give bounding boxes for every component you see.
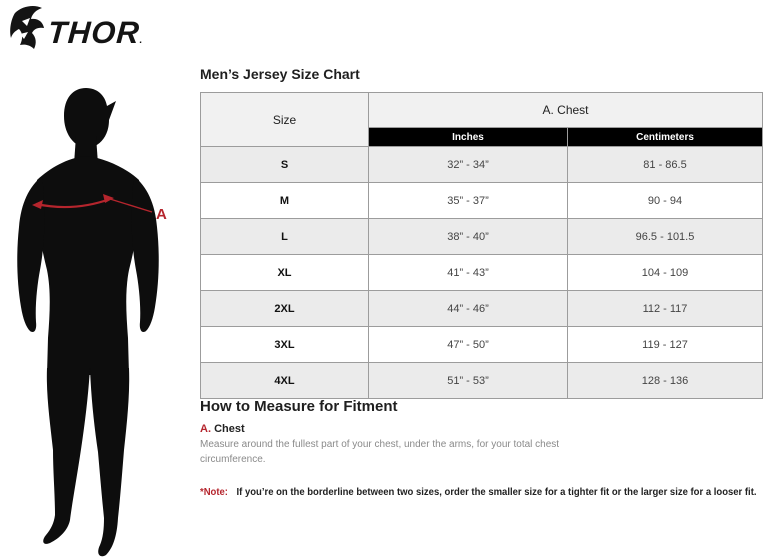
measure-point-label: A — [156, 206, 167, 223]
size-cell: XL — [200, 254, 369, 291]
centimeters-cell: 90 - 94 — [567, 182, 763, 219]
size-cell: 2XL — [200, 290, 369, 327]
table-row: 4XL 51” - 53” 128 - 136 — [200, 362, 763, 399]
logo-mark: . — [138, 35, 144, 46]
centimeters-cell: 112 - 117 — [567, 290, 763, 327]
inches-cell: 35” - 37” — [368, 182, 568, 219]
table-row: M 35” - 37” 90 - 94 — [200, 182, 763, 219]
chest-group-header: A. Chest — [368, 92, 763, 128]
chest-measure-annotation: A — [32, 194, 167, 223]
centimeters-cell: 104 - 109 — [567, 254, 763, 291]
size-table-body: S 32” - 34” 81 - 86.5 M 35” - 37” 90 - 94 L 38”… — [200, 146, 763, 399]
inches-cell: 47” - 50” — [368, 326, 568, 363]
centimeters-cell: 128 - 136 — [567, 362, 763, 399]
chart-title: Men’s Jersey Size Chart — [200, 66, 360, 82]
inches-cell: 41” - 43” — [368, 254, 568, 291]
size-note: *Note: If you’re on the borderline betwee… — [200, 487, 770, 498]
size-column-header: Size — [200, 92, 369, 147]
thor-wordmark: THOR. — [46, 15, 144, 50]
size-cell: L — [200, 218, 369, 255]
thor-logo: THOR. — [8, 4, 144, 51]
measure-heading: How to Measure for Fitment — [200, 398, 398, 415]
measure-item-key: A. — [200, 423, 211, 435]
measure-item-name: Chest — [214, 423, 245, 435]
measure-item-title: A. Chest — [200, 423, 245, 435]
note-prefix: *Note: — [200, 487, 228, 498]
centimeters-cell: 119 - 127 — [567, 326, 763, 363]
body-silhouette: A — [17, 88, 167, 557]
table-row: 3XL 47” - 50” 119 - 127 — [200, 326, 763, 363]
thor-goat-icon — [10, 5, 45, 50]
inches-column-header: Inches — [368, 127, 568, 147]
size-cell: M — [200, 182, 369, 219]
table-row: XL 41” - 43” 104 - 109 — [200, 254, 763, 291]
size-cell: 4XL — [200, 362, 369, 399]
size-cell: 3XL — [200, 326, 369, 363]
table-row: S 32” - 34” 81 - 86.5 — [200, 146, 763, 183]
table-row: 2XL 44” - 46” 112 - 117 — [200, 290, 763, 327]
table-row: L 38” - 40” 96.5 - 101.5 — [200, 218, 763, 255]
inches-cell: 32” - 34” — [368, 146, 568, 183]
inches-cell: 44” - 46” — [368, 290, 568, 327]
centimeters-cell: 81 - 86.5 — [567, 146, 763, 183]
note-text: If you’re on the borderline between two … — [236, 487, 757, 498]
centimeters-column-header: Centimeters — [567, 127, 763, 147]
centimeters-cell: 96.5 - 101.5 — [567, 218, 763, 255]
size-table: Size A. Chest Inches Centimeters S 32” - … — [200, 92, 763, 399]
inches-cell: 51” - 53” — [368, 362, 568, 399]
inches-cell: 38” - 40” — [368, 218, 568, 255]
measure-description: Measure around the fullest part of your … — [200, 439, 560, 465]
group-header-row: Size A. Chest — [200, 92, 763, 147]
silhouette-shape — [17, 88, 159, 557]
size-cell: S — [200, 146, 369, 183]
unit-header-row: Inches Centimeters — [201, 127, 763, 147]
